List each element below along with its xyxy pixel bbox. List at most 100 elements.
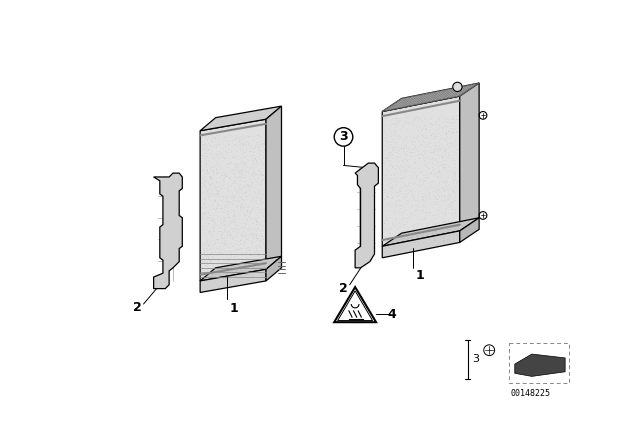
Point xyxy=(216,262,227,269)
Point xyxy=(209,237,220,244)
Point xyxy=(243,169,253,176)
Point xyxy=(227,243,237,250)
Point xyxy=(233,225,243,233)
Point xyxy=(388,177,398,184)
Point xyxy=(248,234,258,241)
Point xyxy=(227,201,237,208)
Point xyxy=(426,148,436,155)
Point xyxy=(202,212,212,220)
Point xyxy=(429,132,440,139)
Point xyxy=(403,113,413,120)
Point xyxy=(217,235,227,242)
Point xyxy=(448,189,458,196)
Point xyxy=(244,133,254,140)
Point xyxy=(445,125,456,132)
Point xyxy=(401,219,411,226)
Point xyxy=(218,195,228,202)
Point xyxy=(234,135,244,142)
Point xyxy=(214,181,225,189)
Point xyxy=(232,160,242,167)
Point xyxy=(253,167,263,174)
Point xyxy=(207,256,217,263)
Point xyxy=(438,233,448,241)
Point xyxy=(420,236,431,243)
Point xyxy=(205,255,215,263)
Point xyxy=(245,182,255,189)
Point xyxy=(243,234,253,241)
Point xyxy=(200,253,211,260)
Point xyxy=(237,150,248,157)
Point xyxy=(438,207,448,214)
Point xyxy=(227,252,237,259)
Point xyxy=(258,235,268,242)
Point xyxy=(205,172,215,179)
Point xyxy=(407,138,417,145)
Point xyxy=(241,155,252,162)
Point xyxy=(413,121,424,129)
Point xyxy=(236,249,246,256)
Point xyxy=(428,153,438,160)
Point xyxy=(253,264,263,271)
Point xyxy=(383,150,394,157)
Point xyxy=(198,209,209,216)
Point xyxy=(452,177,463,184)
Point xyxy=(236,248,246,255)
Point xyxy=(405,185,415,192)
Point xyxy=(397,202,408,209)
Point xyxy=(204,228,214,235)
Point xyxy=(417,190,427,197)
Point xyxy=(228,207,238,214)
Point xyxy=(257,142,268,149)
Point xyxy=(239,236,250,243)
Point xyxy=(253,262,263,269)
Point xyxy=(205,137,216,144)
Point xyxy=(449,169,459,176)
Point xyxy=(207,202,218,210)
Point xyxy=(403,164,413,171)
Point xyxy=(198,223,208,230)
Point xyxy=(419,228,429,235)
Point xyxy=(382,215,392,223)
Point xyxy=(204,175,214,182)
Point xyxy=(212,265,223,272)
Point xyxy=(206,241,216,249)
Point xyxy=(241,235,251,242)
Point xyxy=(242,207,252,214)
Point xyxy=(396,145,406,152)
Point xyxy=(215,164,225,171)
Point xyxy=(202,187,212,194)
Point xyxy=(230,172,240,179)
Point xyxy=(420,147,430,155)
Point xyxy=(410,211,420,218)
Point xyxy=(211,165,221,172)
Point xyxy=(416,207,426,214)
Point xyxy=(400,214,410,221)
Point xyxy=(382,237,392,244)
Point xyxy=(399,194,410,201)
Point xyxy=(220,216,230,224)
Point xyxy=(408,148,419,155)
Point xyxy=(442,154,452,161)
Point xyxy=(416,221,426,228)
Point xyxy=(401,141,412,148)
Point xyxy=(221,270,232,277)
Point xyxy=(386,161,396,168)
Point xyxy=(222,211,232,218)
Point xyxy=(451,210,461,217)
Point xyxy=(230,162,240,169)
Point xyxy=(429,156,440,163)
Point xyxy=(242,224,252,232)
Point xyxy=(211,244,221,251)
Point xyxy=(259,171,269,178)
Point xyxy=(257,218,268,225)
Point xyxy=(438,237,448,245)
Point xyxy=(252,216,262,224)
Point xyxy=(447,124,457,131)
Point xyxy=(236,243,246,250)
Point xyxy=(220,138,230,146)
Point xyxy=(253,189,264,196)
Point xyxy=(200,150,210,157)
Point xyxy=(436,134,447,142)
Point xyxy=(420,160,430,167)
Point xyxy=(247,170,257,177)
